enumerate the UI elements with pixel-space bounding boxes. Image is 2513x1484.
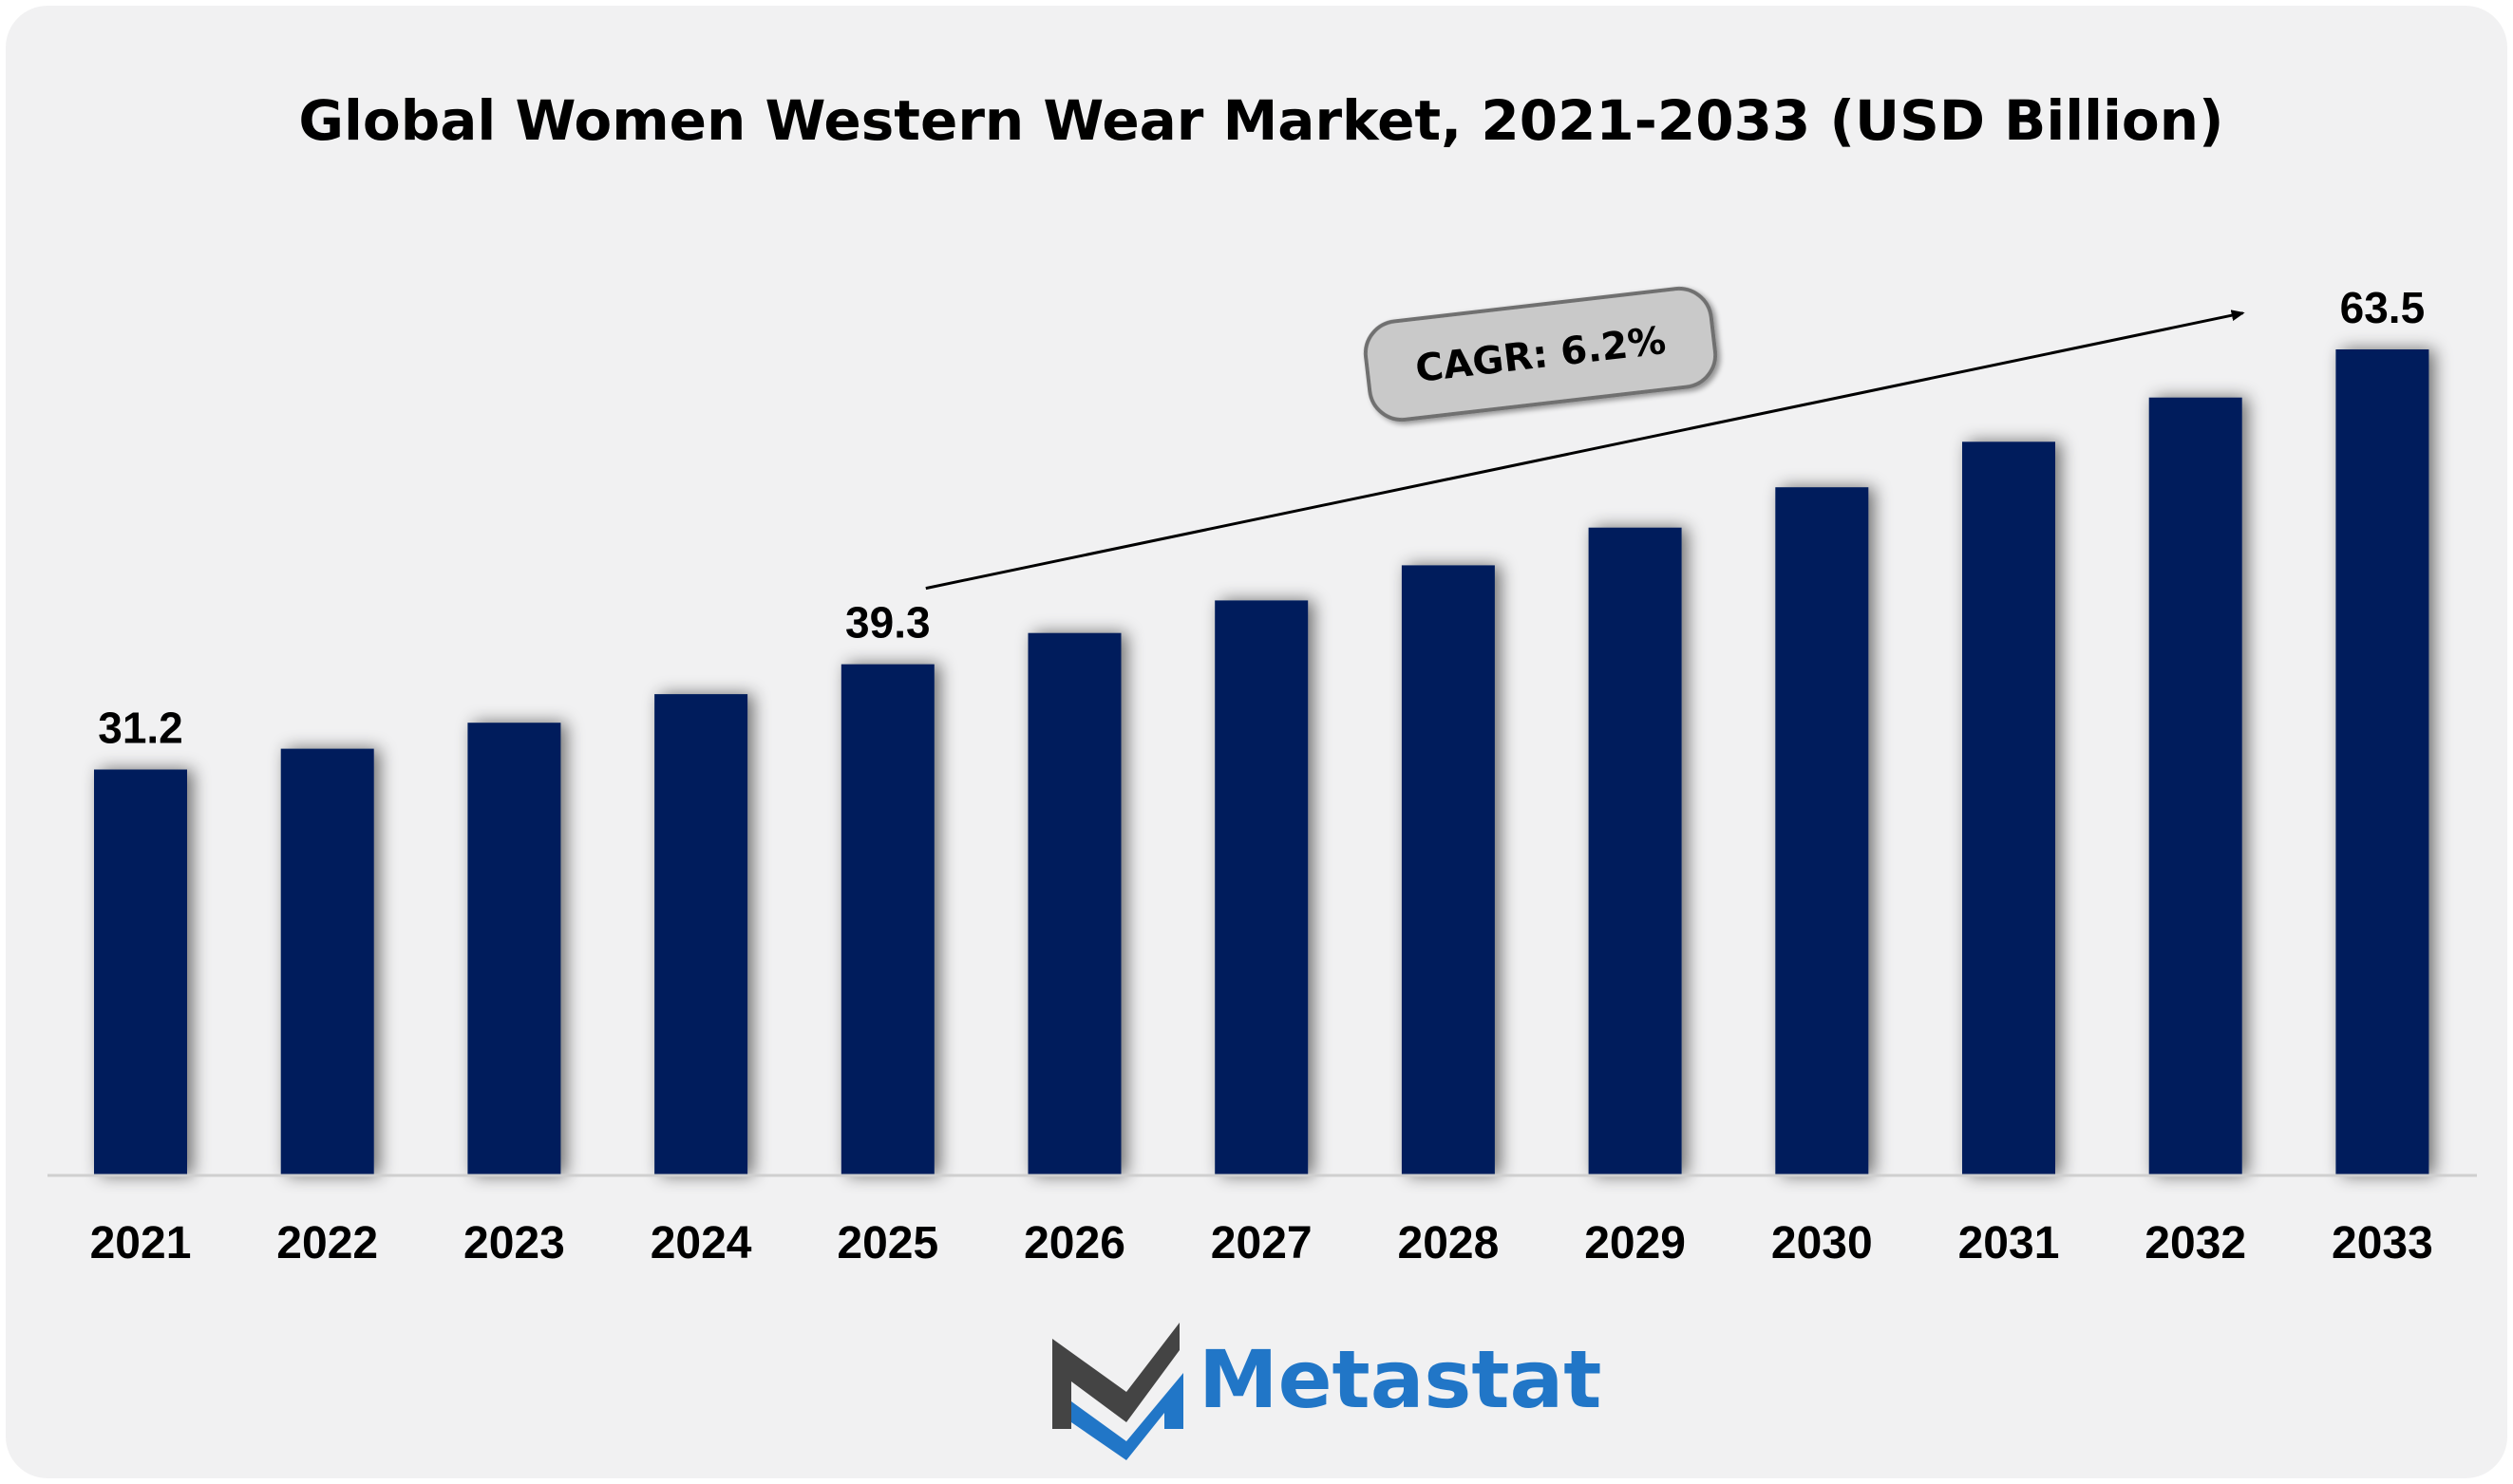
metastat-m-logo-icon bbox=[1052, 1323, 1183, 1460]
x-tick-label-2028: 2028 bbox=[1398, 1218, 1500, 1268]
bar-2029 bbox=[1588, 527, 1682, 1175]
bar-2032 bbox=[2148, 397, 2242, 1175]
x-tick-label-2027: 2027 bbox=[1211, 1218, 1313, 1268]
bar-2031 bbox=[1962, 441, 2055, 1175]
bar-2027 bbox=[1215, 600, 1309, 1175]
data-label-2025: 39.3 bbox=[845, 598, 931, 648]
x-tick-label-2031: 2031 bbox=[1958, 1218, 2060, 1268]
brand-logo: Metastat bbox=[1052, 1323, 1601, 1460]
x-tick-label-2029: 2029 bbox=[1584, 1218, 1686, 1268]
brand-name: Metastat bbox=[1199, 1333, 1601, 1426]
bar-2023 bbox=[467, 723, 561, 1175]
bar-2025 bbox=[841, 664, 935, 1175]
x-tick-label-2024: 2024 bbox=[651, 1218, 752, 1268]
data-label-2021: 31.2 bbox=[98, 704, 183, 753]
x-tick-label-2023: 2023 bbox=[463, 1218, 565, 1268]
cagr-badge-pill bbox=[1363, 286, 1718, 423]
data-label-2033: 63.5 bbox=[2340, 283, 2426, 332]
bar-2033 bbox=[2335, 349, 2429, 1175]
chart-title: Global Women Western Wear Market, 2021-2… bbox=[298, 88, 2223, 153]
x-tick-label-2022: 2022 bbox=[276, 1218, 378, 1268]
bar-2026 bbox=[1028, 632, 1122, 1175]
bar-2030 bbox=[1775, 487, 1869, 1175]
cagr-trend-arrow bbox=[925, 310, 2245, 591]
bar-2021 bbox=[94, 769, 187, 1175]
bar-2028 bbox=[1401, 565, 1495, 1175]
data-labels: 31.2 39.3 63.5 bbox=[98, 283, 2425, 753]
x-tick-label-2025: 2025 bbox=[837, 1218, 938, 1268]
cagr-badge: CAGR: 6.2% bbox=[1363, 286, 1718, 423]
bars-group bbox=[94, 349, 2429, 1175]
x-tick-label-2030: 2030 bbox=[1771, 1218, 1873, 1268]
x-tick-label-2026: 2026 bbox=[1024, 1218, 1125, 1268]
x-axis-ticks: 2021 2022 2023 2024 2025 2026 2027 2028 2029 2030… bbox=[90, 1218, 2433, 1268]
bar-2024 bbox=[654, 694, 748, 1175]
bar-2022 bbox=[280, 748, 374, 1175]
x-tick-label-2021: 2021 bbox=[90, 1218, 192, 1268]
x-tick-label-2033: 2033 bbox=[2332, 1218, 2433, 1268]
x-tick-label-2032: 2032 bbox=[2145, 1218, 2246, 1268]
